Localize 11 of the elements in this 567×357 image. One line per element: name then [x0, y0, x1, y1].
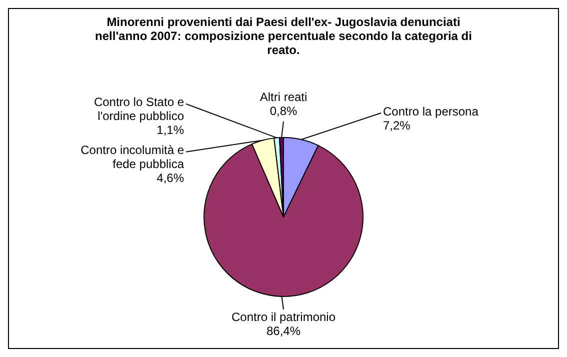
slice-label: Contro la persona	[383, 104, 479, 118]
data-label: 86,4%	[266, 324, 301, 338]
data-label: 1,1%	[156, 123, 184, 138]
slice-label: Contro incolumità e fede pubblica	[80, 143, 184, 172]
data-label: 0,8%	[270, 104, 298, 118]
slice-label: Altri reati	[260, 90, 308, 104]
slice-label: Contro lo Stato e l'ordine pubblico	[94, 95, 184, 124]
chart-title: Minorenni provenienti dai Paesi dell'ex- Jugoslavia denunciati nell'anno 2007: composizione percentuale secondo la categoria di reato.	[94, 15, 473, 57]
data-label: 4,6%	[156, 171, 184, 186]
slice-label: Contro il patrimonio	[231, 310, 336, 324]
data-label: 7,2%	[383, 118, 411, 132]
